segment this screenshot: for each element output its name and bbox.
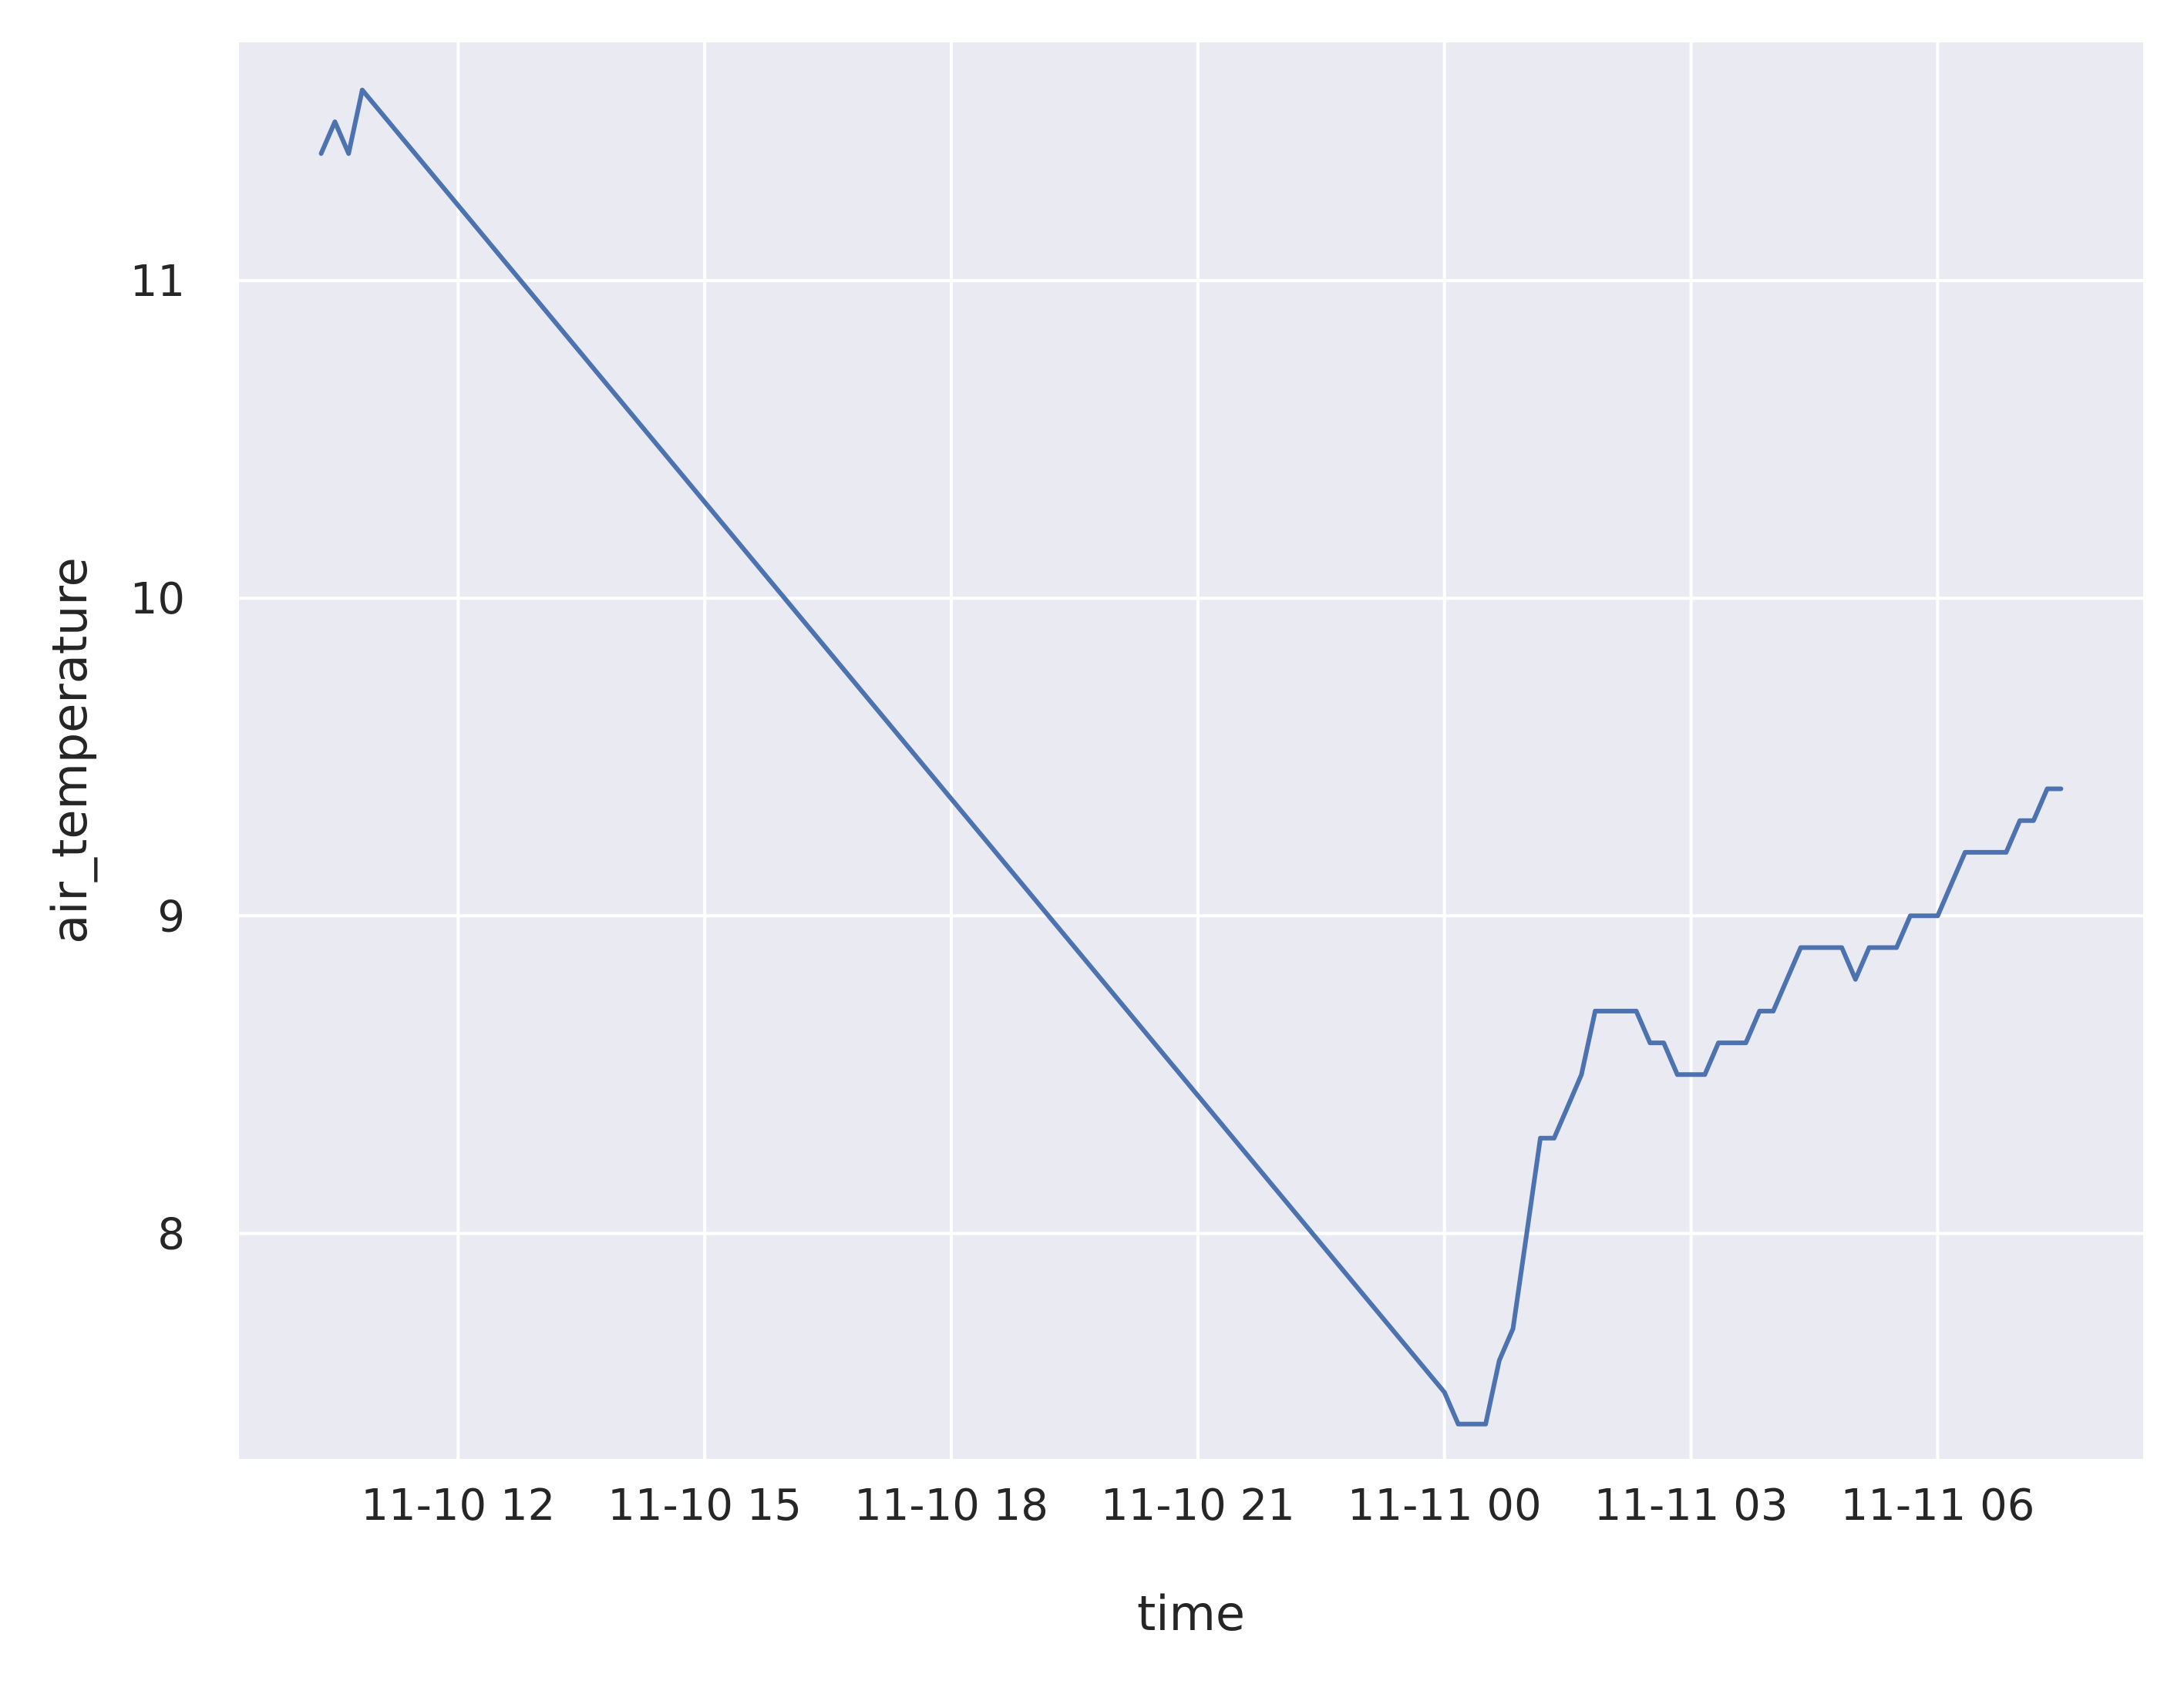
series-layer — [318, 87, 2064, 1427]
x-axis-label: time — [1137, 1585, 1245, 1642]
x-tick-label: 11-10 18 — [854, 1481, 1048, 1531]
series-line — [318, 87, 2064, 1427]
y-tick-label: 8 — [157, 1209, 185, 1259]
grid-lines — [239, 42, 2143, 1459]
y-axis-label: air_temperature — [42, 557, 98, 943]
y-tick-label: 11 — [130, 257, 185, 307]
y-tick-labels: 8 9 10 11 — [130, 257, 185, 1259]
x-tick-label: 11-10 21 — [1101, 1481, 1295, 1531]
x-tick-label: 11-10 15 — [607, 1481, 802, 1531]
x-tick-label: 11-10 12 — [361, 1481, 555, 1531]
x-tick-labels: 11-10 12 11-10 15 11-10 18 11-10 21 11-11 00… — [361, 1481, 2034, 1531]
x-tick-label: 11-11 06 — [1841, 1481, 2035, 1531]
x-tick-label: 11-11 03 — [1594, 1481, 1789, 1531]
y-tick-label: 10 — [130, 574, 185, 624]
plot-background — [239, 42, 2143, 1459]
x-tick-label: 11-11 00 — [1348, 1481, 1542, 1531]
y-tick-label: 9 — [157, 892, 185, 942]
